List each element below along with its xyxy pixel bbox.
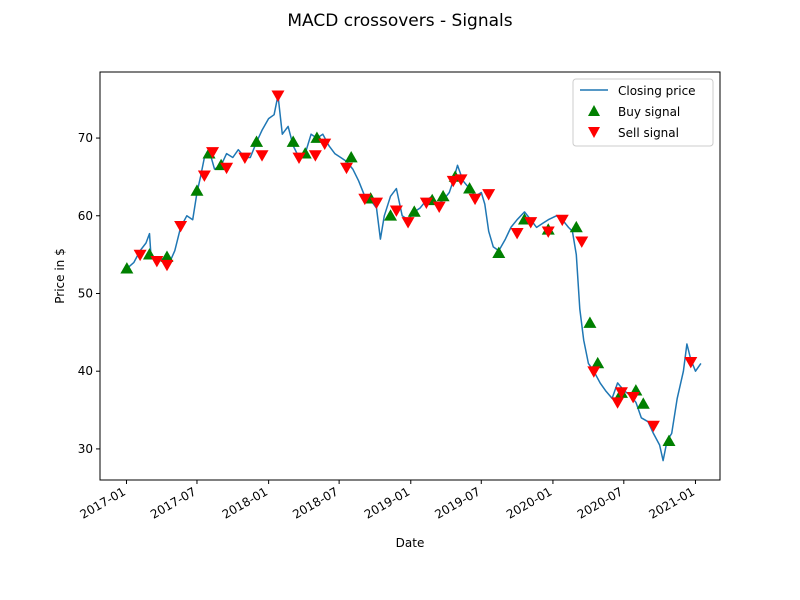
buy-signal-marker bbox=[160, 250, 174, 262]
sell-signal-marker bbox=[238, 152, 252, 164]
legend-sell-triangle-icon bbox=[588, 127, 600, 138]
sell-signal-marker bbox=[626, 391, 640, 404]
sell-signal-marker bbox=[401, 217, 415, 229]
sell-signal-marker bbox=[510, 227, 524, 240]
sell-signal-marker bbox=[133, 249, 147, 262]
y-tick-label: 40 bbox=[78, 364, 93, 378]
buy-signal-marker bbox=[286, 135, 300, 147]
y-axis-label: Price in $ bbox=[53, 248, 67, 303]
sell-signal-marker bbox=[468, 193, 482, 206]
buy-signal-marker bbox=[436, 189, 450, 202]
legend-box bbox=[572, 78, 714, 147]
sell-signal-marker bbox=[255, 150, 269, 162]
buy-signal-marker bbox=[463, 182, 477, 194]
x-axis-label: Date bbox=[396, 536, 425, 550]
plot-frame bbox=[99, 71, 721, 481]
sell-signal-marker bbox=[370, 197, 384, 210]
buy-signal-marker bbox=[344, 150, 358, 163]
y-tick-label: 70 bbox=[78, 131, 93, 145]
buy-signal-marker bbox=[120, 262, 134, 274]
sell-signal-marker bbox=[340, 162, 354, 175]
sell-signal-marker bbox=[684, 356, 698, 369]
markers-layer bbox=[120, 90, 698, 447]
buy-signal-marker bbox=[636, 397, 650, 409]
legend: Closing price Buy signal Sell signal bbox=[572, 78, 714, 147]
sell-signal-marker bbox=[541, 226, 555, 238]
legend-label-buy: Buy signal bbox=[618, 105, 680, 119]
sell-signal-marker bbox=[308, 150, 322, 162]
sell-signal-marker bbox=[587, 366, 601, 378]
buy-signal-marker bbox=[569, 220, 583, 233]
sell-signal-marker bbox=[482, 189, 496, 201]
y-tick-label: 60 bbox=[78, 209, 93, 223]
sell-signal-marker bbox=[646, 420, 660, 433]
buy-signal-marker bbox=[250, 135, 264, 147]
buy-signal-marker bbox=[407, 205, 421, 217]
buy-signal-marker bbox=[591, 356, 605, 369]
sell-signal-marker bbox=[524, 217, 538, 229]
sell-signal-marker bbox=[358, 193, 372, 206]
sell-signal-marker bbox=[555, 214, 569, 227]
sell-signal-marker bbox=[454, 174, 468, 186]
sell-signal-marker bbox=[432, 201, 446, 213]
y-axis: 30 40 50 60 70 bbox=[78, 131, 100, 456]
sell-signal-marker bbox=[611, 397, 625, 409]
sell-signal-marker bbox=[419, 197, 433, 210]
legend-label-closing: Closing price bbox=[618, 84, 696, 98]
sell-signal-marker bbox=[446, 175, 460, 188]
sell-signal-marker bbox=[150, 255, 164, 268]
buy-signal-marker bbox=[384, 209, 398, 221]
sell-signal-marker bbox=[206, 147, 220, 159]
buy-signal-marker bbox=[190, 184, 204, 196]
sell-signal-marker bbox=[389, 205, 403, 217]
sell-signal-marker bbox=[271, 90, 285, 102]
y-tick-label: 50 bbox=[78, 286, 93, 300]
buy-signal-marker bbox=[662, 434, 676, 447]
legend-label-sell: Sell signal bbox=[618, 126, 679, 140]
sell-signal-marker bbox=[160, 259, 174, 272]
sell-signal-marker bbox=[614, 387, 628, 399]
sell-signal-marker bbox=[318, 138, 332, 150]
sell-signal-marker bbox=[174, 220, 188, 233]
sell-signal-marker bbox=[197, 170, 211, 182]
sell-signal-marker bbox=[220, 162, 234, 175]
y-tick-label: 30 bbox=[78, 442, 93, 456]
sell-signal-marker bbox=[292, 152, 306, 164]
buy-signal-marker bbox=[492, 246, 506, 258]
chart-title: MACD crossovers - Signals bbox=[287, 11, 512, 31]
legend-buy-triangle-icon bbox=[588, 105, 600, 116]
buy-signal-marker bbox=[583, 316, 597, 328]
sell-signal-marker bbox=[575, 236, 589, 248]
